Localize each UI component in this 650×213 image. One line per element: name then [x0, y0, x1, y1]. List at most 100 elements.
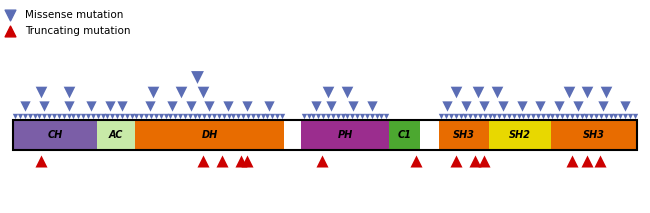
Point	[514, 115, 524, 118]
Point	[347, 115, 358, 118]
Point	[567, 115, 577, 118]
Point	[189, 115, 200, 118]
Point	[571, 115, 582, 118]
Point	[126, 115, 136, 118]
Point	[376, 115, 387, 118]
Point	[473, 91, 483, 94]
Text: C1: C1	[397, 130, 411, 140]
Point	[117, 104, 127, 107]
Point	[465, 115, 475, 118]
Point	[204, 104, 214, 107]
Point	[337, 115, 348, 118]
Point	[98, 115, 108, 118]
Text: DH: DH	[202, 130, 218, 140]
Point	[479, 159, 489, 162]
Point	[170, 115, 181, 118]
Point	[371, 115, 382, 118]
Point	[494, 115, 504, 118]
Point	[10, 115, 20, 118]
Bar	[301, 120, 389, 150]
Point	[49, 115, 59, 118]
Bar	[489, 120, 551, 150]
Bar	[439, 120, 489, 150]
Point	[361, 115, 372, 118]
Point	[508, 115, 519, 118]
Text: Truncating mutation: Truncating mutation	[25, 26, 131, 36]
Point	[484, 115, 495, 118]
Point	[151, 115, 161, 118]
Point	[20, 104, 31, 107]
Point	[298, 115, 309, 118]
Text: Missense mutation: Missense mutation	[25, 10, 124, 20]
Point	[78, 115, 88, 118]
Text: SH3: SH3	[583, 130, 605, 140]
Point	[64, 115, 74, 118]
Point	[58, 115, 69, 118]
Point	[44, 115, 55, 118]
Point	[547, 115, 558, 118]
Point	[180, 115, 190, 118]
Point	[357, 115, 367, 118]
Point	[543, 115, 553, 118]
Point	[381, 115, 391, 118]
Point	[620, 115, 630, 118]
Point	[610, 115, 621, 118]
Point	[209, 115, 219, 118]
Point	[248, 115, 258, 118]
Point	[311, 104, 321, 107]
Point	[5, 14, 15, 17]
Point	[242, 104, 252, 107]
Point	[267, 115, 278, 118]
Point	[39, 115, 49, 118]
Point	[581, 115, 592, 118]
Point	[277, 115, 287, 118]
Point	[233, 115, 244, 118]
Point	[308, 115, 318, 118]
Point	[410, 159, 421, 162]
Point	[605, 115, 616, 118]
Point	[523, 115, 534, 118]
Point	[165, 115, 176, 118]
Point	[105, 104, 115, 107]
Point	[176, 91, 187, 94]
Point	[64, 91, 74, 94]
Point	[122, 115, 132, 118]
Point	[228, 115, 239, 118]
Point	[185, 115, 195, 118]
Point	[304, 115, 314, 118]
Point	[83, 115, 93, 118]
Bar	[389, 120, 420, 150]
Point	[577, 115, 587, 118]
Point	[313, 115, 324, 118]
Point	[625, 115, 635, 118]
Point	[573, 104, 583, 107]
Point	[146, 115, 156, 118]
Point	[538, 115, 548, 118]
Bar	[135, 120, 285, 150]
Point	[598, 104, 608, 107]
Point	[562, 115, 572, 118]
Point	[161, 115, 171, 118]
Point	[318, 115, 328, 118]
Point	[557, 115, 567, 118]
Point	[54, 115, 64, 118]
Point	[5, 29, 15, 32]
Point	[264, 104, 274, 107]
Point	[204, 115, 214, 118]
Point	[450, 115, 461, 118]
Point	[455, 115, 465, 118]
Point	[252, 115, 263, 118]
Point	[451, 91, 462, 94]
Point	[333, 115, 343, 118]
Text: SH2: SH2	[509, 130, 531, 140]
Point	[29, 115, 40, 118]
Point	[595, 159, 605, 162]
Point	[498, 104, 508, 107]
Point	[586, 115, 597, 118]
Bar	[13, 120, 97, 150]
Point	[595, 115, 606, 118]
Point	[504, 115, 514, 118]
Point	[112, 115, 122, 118]
Point	[552, 115, 562, 118]
Point	[474, 115, 485, 118]
